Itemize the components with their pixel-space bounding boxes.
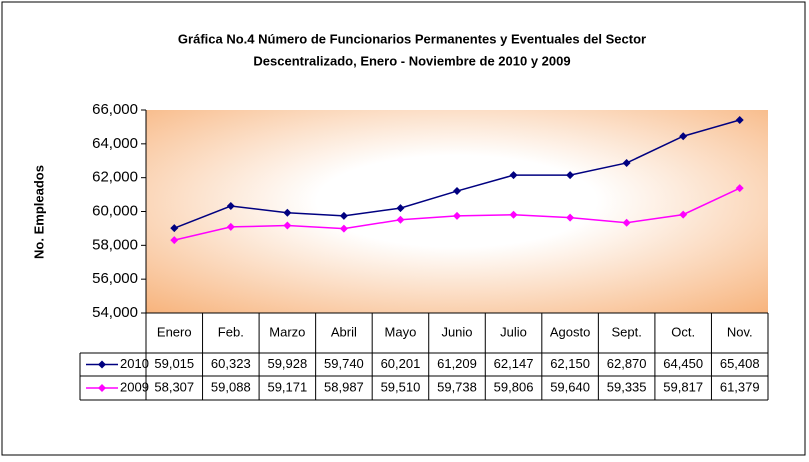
legend-marker bbox=[98, 360, 106, 369]
data-point bbox=[679, 132, 688, 141]
y-tick-label: 62,000 bbox=[92, 169, 138, 186]
data-point bbox=[509, 210, 518, 219]
x-tick-label: Nov. bbox=[727, 324, 753, 339]
table-value: 59,015 bbox=[154, 356, 194, 371]
table-value: 59,928 bbox=[267, 356, 307, 371]
x-tick-label: Marzo bbox=[269, 324, 305, 339]
x-tick-label: Abril bbox=[331, 324, 357, 339]
x-tick-label: Julio bbox=[500, 324, 527, 339]
table-value: 62,147 bbox=[494, 356, 534, 371]
y-tick-label: 54,000 bbox=[92, 304, 138, 321]
x-tick-label: Oct. bbox=[671, 324, 695, 339]
data-point bbox=[735, 184, 744, 193]
x-tick-label: Mayo bbox=[385, 324, 417, 339]
data-point bbox=[226, 202, 235, 211]
plot-area bbox=[146, 110, 768, 313]
data-point bbox=[170, 224, 179, 233]
data-point bbox=[509, 171, 518, 180]
table-value: 62,150 bbox=[550, 356, 590, 371]
data-point bbox=[226, 222, 235, 231]
table-value: 59,817 bbox=[663, 379, 703, 394]
y-tick-label: 66,000 bbox=[92, 101, 138, 118]
y-tick-label: 64,000 bbox=[92, 135, 138, 152]
data-point bbox=[339, 211, 348, 220]
table-value: 64,450 bbox=[663, 356, 703, 371]
legend-label: 2010 bbox=[120, 356, 149, 371]
data-point bbox=[283, 208, 292, 217]
y-axis-label: No. Empleados bbox=[31, 165, 46, 259]
table-value: 58,987 bbox=[324, 379, 364, 394]
x-tick-label: Junio bbox=[441, 324, 472, 339]
data-point bbox=[566, 213, 575, 222]
data-point bbox=[396, 215, 405, 224]
y-tick-label: 58,000 bbox=[92, 236, 138, 253]
table-value: 61,379 bbox=[720, 379, 760, 394]
data-point bbox=[339, 224, 348, 233]
table-value: 65,408 bbox=[720, 356, 760, 371]
table-value: 60,323 bbox=[211, 356, 251, 371]
table-value: 59,335 bbox=[607, 379, 647, 394]
x-tick-label: Agosto bbox=[550, 324, 590, 339]
chart-subtitle: Descentralizado, Enero - Noviembre de 20… bbox=[253, 53, 570, 68]
data-point bbox=[679, 210, 688, 219]
legend-label: 2009 bbox=[120, 379, 149, 394]
table-value: 61,209 bbox=[437, 356, 477, 371]
table-value: 59,510 bbox=[381, 379, 421, 394]
data-point bbox=[622, 158, 631, 167]
data-point bbox=[283, 221, 292, 230]
table-value: 59,806 bbox=[494, 379, 534, 394]
table-value: 62,870 bbox=[607, 356, 647, 371]
table-value: 59,088 bbox=[211, 379, 251, 394]
table-value: 59,171 bbox=[267, 379, 307, 394]
chart-title: Gráfica No.4 Número de Funcionarios Perm… bbox=[178, 31, 646, 46]
table-value: 60,201 bbox=[381, 356, 421, 371]
data-point bbox=[396, 204, 405, 213]
data-point bbox=[453, 187, 461, 196]
y-tick-label: 60,000 bbox=[92, 202, 138, 219]
table-value: 59,738 bbox=[437, 379, 477, 394]
x-tick-label: Feb. bbox=[218, 324, 244, 339]
table-value: 58,307 bbox=[154, 379, 194, 394]
legend-marker bbox=[98, 384, 106, 392]
x-tick-label: Sept. bbox=[611, 324, 641, 339]
y-tick-label: 56,000 bbox=[92, 270, 138, 287]
table-value: 59,640 bbox=[550, 379, 590, 394]
data-point bbox=[622, 218, 631, 227]
data-point bbox=[566, 171, 575, 180]
data-point bbox=[170, 236, 179, 245]
data-point bbox=[735, 116, 744, 125]
x-tick-label: Enero bbox=[157, 324, 192, 339]
data-point bbox=[453, 211, 461, 220]
table-value: 59,740 bbox=[324, 356, 364, 371]
